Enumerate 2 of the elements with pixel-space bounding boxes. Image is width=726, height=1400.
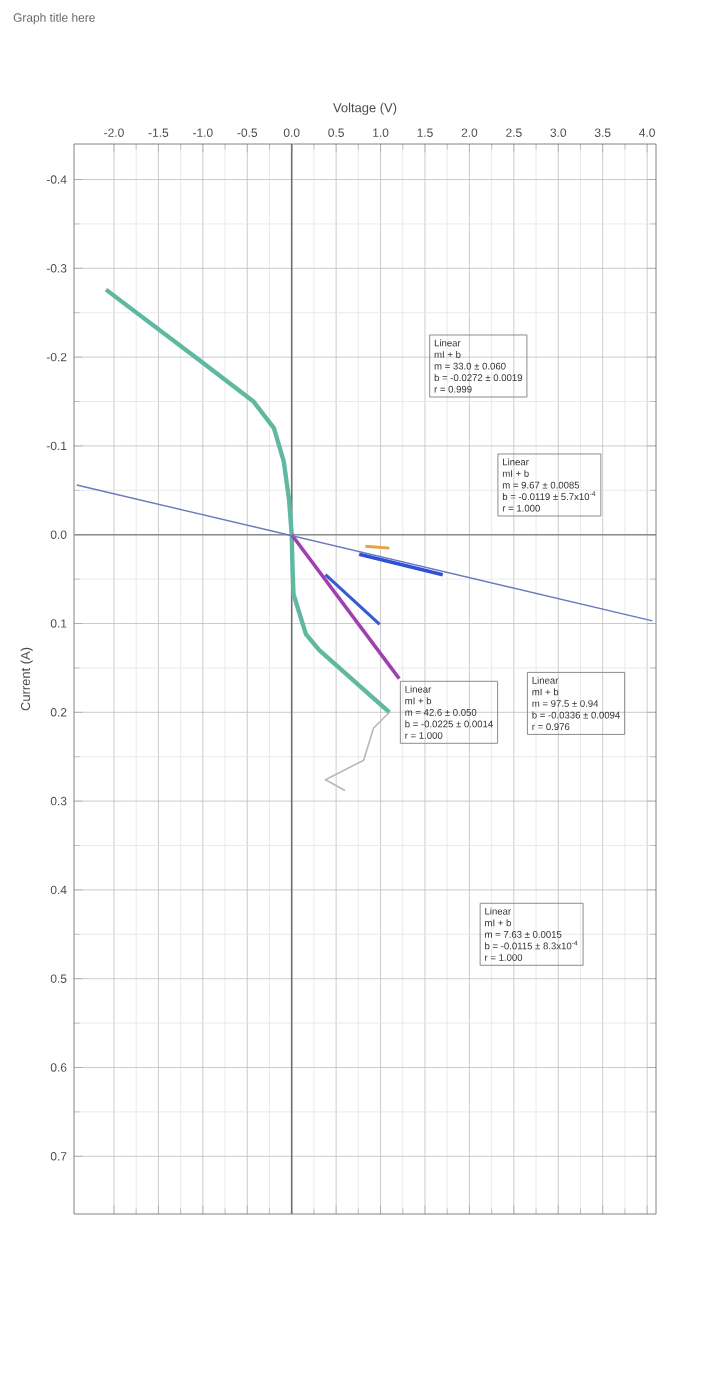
line-series bbox=[324, 711, 391, 792]
line-series bbox=[103, 287, 392, 715]
